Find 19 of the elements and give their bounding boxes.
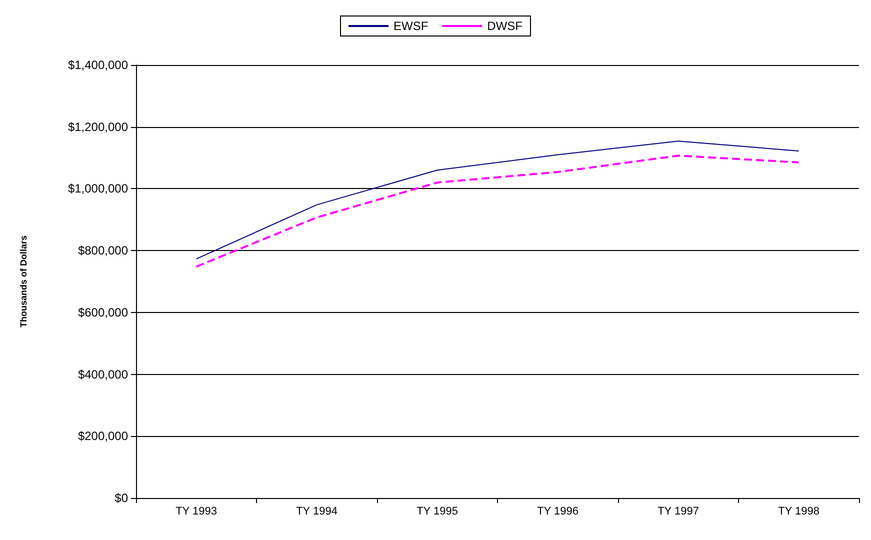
- legend-label: DWSF: [487, 19, 522, 33]
- y-tick-label: $1,000,000: [68, 182, 128, 196]
- y-tick-label: $600,000: [78, 305, 128, 320]
- y-tick-label: $200,000: [78, 429, 128, 444]
- x-tick-label: TY 1998: [778, 506, 820, 518]
- legend-label: EWSF: [394, 19, 428, 33]
- y-axis-title: Thousands of Dollars: [18, 235, 28, 328]
- x-tick-label: TY 1996: [537, 506, 578, 518]
- line-series: [195, 154, 800, 268]
- x-tick-label: TY 1993: [176, 506, 217, 518]
- line-series: [196, 140, 800, 260]
- y-tick-label: $1,400,000: [68, 58, 128, 72]
- x-tick-label: TY 1995: [416, 506, 458, 518]
- y-tick-label: $800,000: [78, 244, 128, 258]
- x-tick-label: TY 1994: [296, 506, 338, 518]
- x-tick-label: TY 1997: [658, 506, 699, 518]
- y-tick-label: $400,000: [78, 367, 128, 382]
- y-tick-label: $0: [114, 491, 128, 505]
- y-tick-label: $1,200,000: [68, 120, 128, 134]
